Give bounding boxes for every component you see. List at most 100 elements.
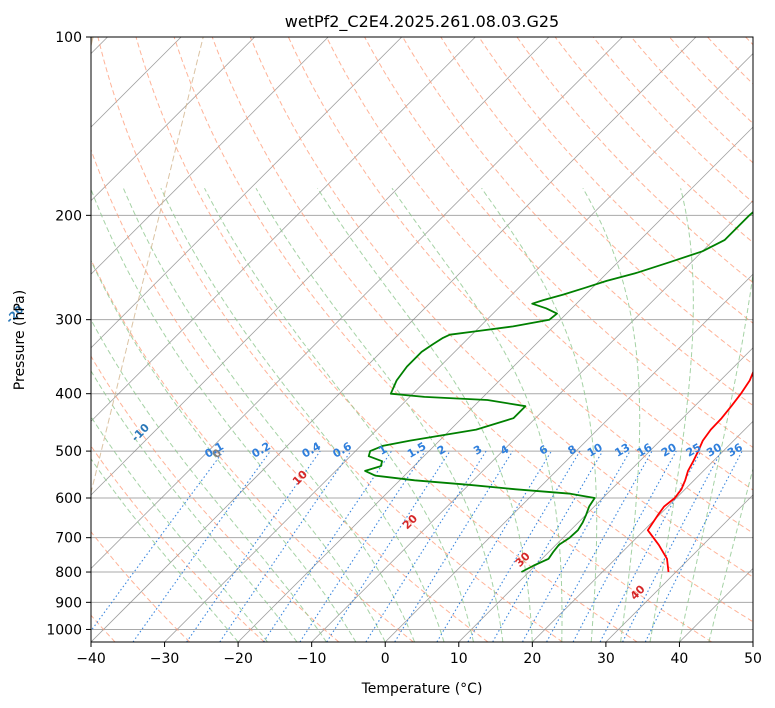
y-tick-label: 300 (55, 313, 82, 329)
moist-adiabat-line (91, 457, 239, 642)
y-tick-label: 600 (55, 491, 82, 507)
mixing-ratio-line (467, 450, 581, 642)
mixing-ratio-label: 16 (635, 441, 655, 460)
mixing-ratio-label: 3 (471, 443, 484, 458)
axis-ticks: −40 −30 −20 −10 0 10 20 30 40 50 100 200 300 400 500 60… (46, 30, 762, 667)
moist-adiabat-line (391, 187, 563, 642)
x-tick-label: 10 (450, 651, 468, 667)
isotherm-line (91, 37, 476, 422)
dry-adiabat-line (91, 148, 489, 642)
dewpoint-trace (364, 211, 753, 573)
line-labels: -100-90-80-70-60-50-40-30-20-10010203040… (3, 303, 745, 603)
x-tick-label: −20 (223, 651, 253, 667)
y-tick-label: 500 (55, 444, 82, 460)
moist-adiabat-line (481, 187, 598, 642)
moist-adiabat-line (160, 187, 445, 642)
mixing-ratio-line (522, 450, 631, 642)
isotherm-line (164, 52, 753, 642)
x-tick-label: −40 (76, 651, 106, 667)
moist-adiabat-line (91, 415, 268, 642)
dry-adiabat-line (516, 37, 753, 284)
chart-title: wetPf2_C2E4.2025.261.08.03.G25 (285, 12, 559, 32)
mixing-ratio-label: 0.6 (330, 439, 354, 460)
mixing-ratio-label: 1.5 (405, 440, 428, 461)
dry-adiabat-line (135, 37, 638, 642)
moist-adiabat-line (678, 270, 753, 642)
mixing-ratio-line (644, 450, 743, 642)
mixing-ratio-label: 10 (585, 441, 605, 460)
x-tick-label: 50 (744, 651, 762, 667)
isotherm-line (237, 126, 753, 642)
mixing-ratio-line (263, 450, 392, 642)
mixing-ratio-label: 30 (704, 441, 724, 460)
y-tick-label: 800 (55, 565, 82, 581)
isotherm-line (384, 273, 753, 642)
data-lines (364, 211, 753, 573)
plot-frame (90, 36, 754, 643)
isotherm-line (605, 494, 753, 642)
mixing-ratio-line (326, 450, 451, 642)
mixing-ratio-line (91, 450, 224, 632)
y-tick-label: 200 (55, 208, 82, 224)
mixing-ratio-label: 0.1 (203, 440, 226, 461)
moist-adiabat-line (255, 187, 504, 642)
dry-adiabat-line (707, 37, 753, 85)
x-tick-label: 30 (597, 651, 615, 667)
dry-adiabat-line (91, 531, 191, 642)
mixing-ratio-line (394, 450, 514, 642)
y-tick-label: 900 (55, 595, 82, 611)
dry-adiabat-label: 40 (628, 582, 648, 602)
x-tick-label: −10 (297, 651, 327, 667)
x-tick-label: 0 (381, 651, 390, 667)
mixing-ratio-line (546, 450, 653, 642)
isotherm-line (91, 37, 697, 642)
mixing-ratio-label: 36 (725, 441, 745, 460)
isotherm-line (91, 37, 623, 570)
dry-adiabat-label: -10 (129, 421, 152, 444)
dry-adiabat-line (402, 37, 753, 407)
mixing-ratio-label: 0.2 (249, 440, 272, 461)
dry-adiabat-line (249, 37, 753, 578)
isotherm-line (91, 37, 550, 496)
moist-adiabat-line (582, 187, 641, 642)
dry-adiabat-line (478, 37, 753, 324)
y-tick-label: 400 (55, 387, 82, 403)
dry-adiabat-line (440, 37, 753, 365)
dry-adiabat-line (554, 37, 753, 244)
dry-adiabat-line (745, 37, 753, 46)
temperature-trace (646, 370, 753, 573)
mixing-ratio-label: 2 (435, 443, 448, 458)
background-lines (91, 37, 753, 642)
moist-adiabat-line (91, 259, 357, 642)
mixing-ratio-label: 20 (659, 441, 679, 460)
mixing-ratio-line (132, 450, 271, 642)
mixing-ratio-line (572, 450, 677, 642)
dry-adiabat-line (91, 258, 414, 642)
y-axis-label: Pressure (hPa) (12, 290, 28, 390)
moist-adiabat-line (708, 467, 753, 642)
y-tick-label: 1000 (46, 622, 82, 638)
isotherm-line (752, 641, 753, 642)
dry-adiabat-line (326, 37, 753, 491)
moist-adiabat-line (649, 188, 694, 642)
isotherm-line (458, 347, 753, 642)
isotherm-line (91, 37, 255, 202)
dry-adiabat-line (91, 355, 340, 642)
x-tick-label: 20 (523, 651, 541, 667)
dry-adiabat-line (211, 37, 753, 623)
dry-adiabat-line (364, 37, 753, 449)
isotherm-line (91, 37, 329, 275)
dry-adiabat-line (91, 445, 265, 642)
moist-adiabat-line (317, 187, 533, 642)
mixing-ratio-label: 0.4 (300, 439, 324, 460)
reference-curve (91, 37, 204, 495)
moist-adiabat-line (91, 188, 386, 642)
moist-adiabat-line (204, 187, 474, 642)
mixing-ratio-line (186, 450, 321, 642)
isotherm-line (91, 37, 403, 349)
x-axis-label: Temperature (°C) (361, 681, 483, 697)
mixing-ratio-line (299, 450, 426, 642)
isotherm-line (679, 567, 753, 642)
dry-adiabat-line (669, 37, 753, 125)
